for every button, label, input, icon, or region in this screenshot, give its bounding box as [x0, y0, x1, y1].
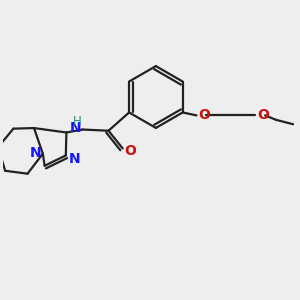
Text: N: N [30, 146, 42, 160]
Text: O: O [198, 108, 210, 122]
Text: H: H [73, 115, 81, 128]
Text: O: O [124, 144, 136, 158]
Text: N: N [70, 122, 81, 135]
Text: O: O [257, 108, 269, 122]
Text: N: N [69, 152, 80, 166]
